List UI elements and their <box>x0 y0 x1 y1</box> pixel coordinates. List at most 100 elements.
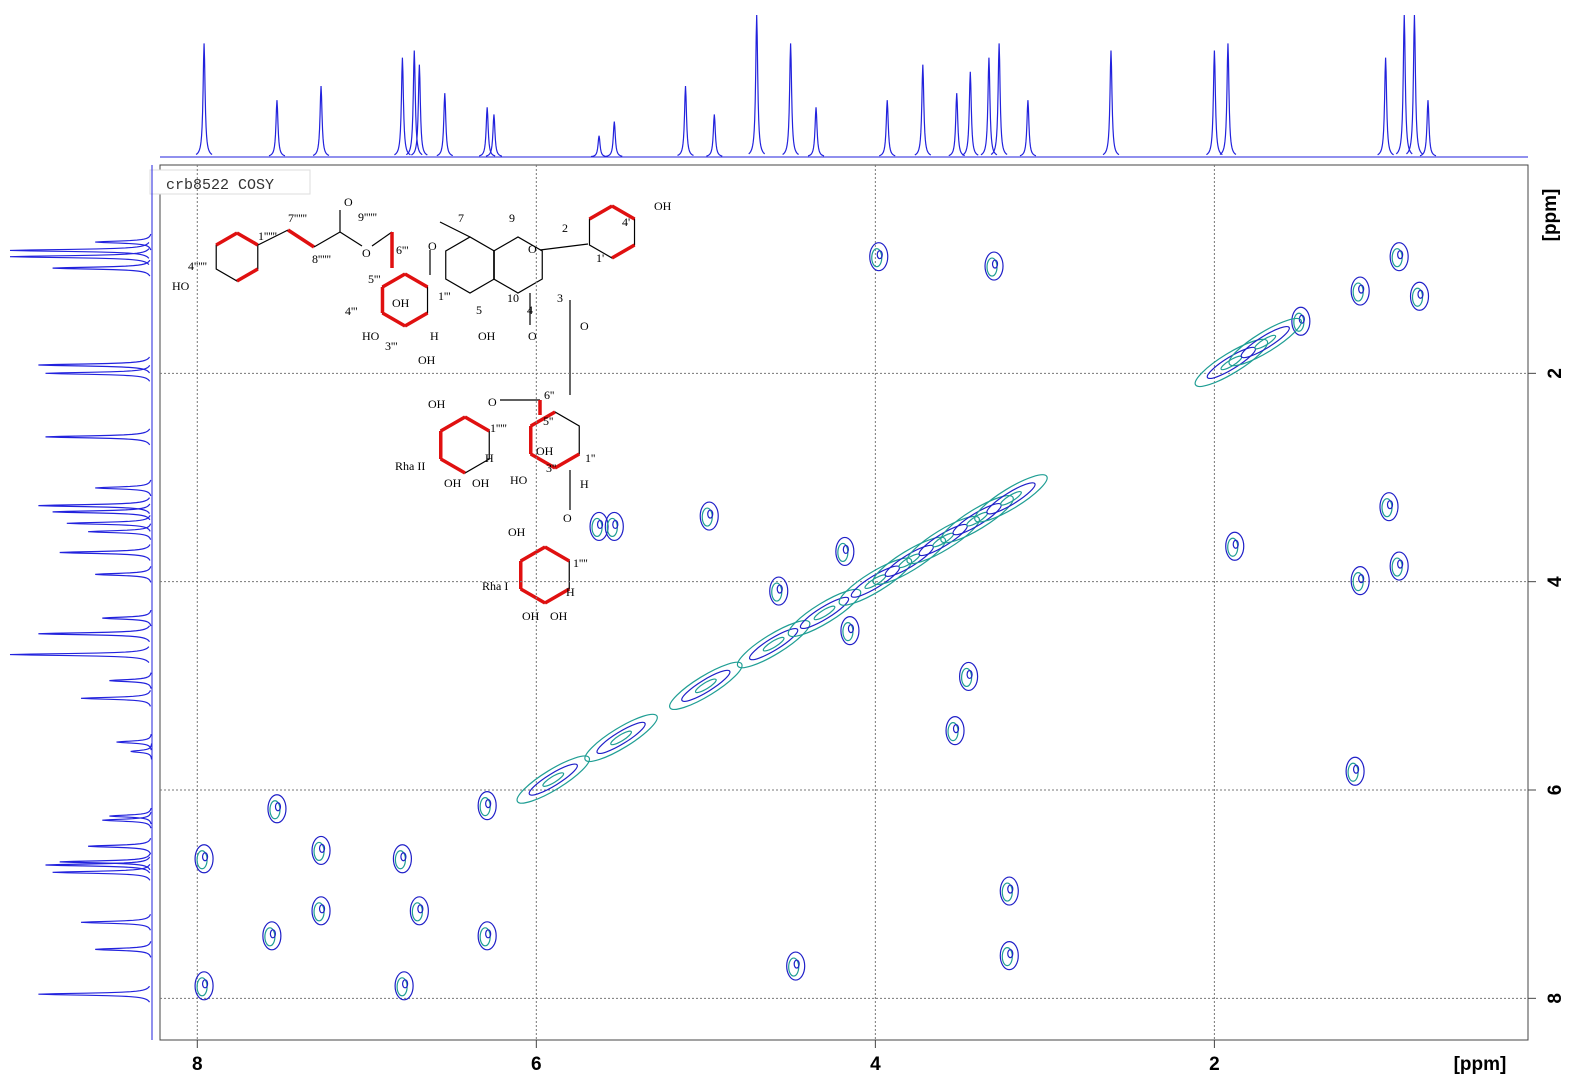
bond <box>257 229 289 246</box>
projection-peak <box>807 107 825 157</box>
cross-peak <box>769 576 789 606</box>
projection-peak <box>748 14 766 155</box>
contour <box>869 242 889 272</box>
contour <box>1352 764 1360 774</box>
projection-peak <box>478 107 496 157</box>
atom-label: O <box>528 329 537 343</box>
atom-label: 5'' <box>543 414 553 428</box>
contour <box>769 576 789 606</box>
contour <box>787 588 862 638</box>
projection-peak <box>980 57 998 156</box>
atom-label: 8'''''' <box>312 252 331 266</box>
contour <box>400 852 407 862</box>
ring-bond <box>529 410 556 428</box>
contour <box>542 772 565 787</box>
contour <box>872 536 947 585</box>
cross-peak <box>699 501 719 531</box>
contour <box>876 250 883 260</box>
cross-peak <box>958 661 979 692</box>
projection-peak <box>88 838 152 855</box>
atom-label: OH <box>428 397 446 411</box>
contour <box>793 959 800 969</box>
projection-peak <box>109 672 152 689</box>
atom-label: 5 <box>476 303 482 317</box>
ring-bond <box>381 272 406 289</box>
projection-peak <box>38 985 150 1003</box>
contour <box>1350 276 1370 306</box>
bond <box>313 231 341 248</box>
ring-bond <box>439 415 466 433</box>
ring-bond <box>544 587 571 605</box>
projection-peak <box>268 100 286 157</box>
contour <box>748 628 799 661</box>
ring-bond <box>519 587 546 605</box>
atom-label: 9 <box>509 211 515 225</box>
x-tick-label: 8 <box>192 1054 203 1075</box>
bond <box>439 221 471 238</box>
contour <box>1350 566 1370 596</box>
contour <box>958 661 979 692</box>
ring-bond <box>544 545 571 563</box>
cross-peak <box>477 921 497 951</box>
projection-peak <box>1395 14 1413 155</box>
contour <box>596 721 646 755</box>
projection-peak <box>606 121 623 157</box>
contour <box>394 971 414 1001</box>
projection-peak <box>1219 43 1237 155</box>
bond <box>339 231 363 247</box>
atom-label: HO <box>172 279 190 293</box>
projection-peak <box>59 544 151 561</box>
y-tick-label: 4 <box>1545 576 1566 587</box>
contour <box>604 511 624 542</box>
atom-label: 1' <box>596 251 604 265</box>
cross-peak <box>984 251 1004 281</box>
atom-label: HO <box>362 329 380 343</box>
projection-peak <box>80 690 151 707</box>
contour <box>528 763 578 796</box>
atom-label: OH <box>472 476 490 490</box>
projection-peak <box>95 233 152 251</box>
plot-area <box>160 165 1536 1048</box>
atom-label: 1''' <box>438 289 451 303</box>
atom-label: O <box>563 511 572 525</box>
ring-bond <box>404 311 429 328</box>
structure-labels: HO 4'''''' 7'''''' 8'''''' 1'''''' O 9''… <box>172 195 672 623</box>
atom-label: O <box>580 319 589 333</box>
ring-bond <box>554 452 581 470</box>
cross-peak <box>1350 566 1370 596</box>
ring-bond <box>529 452 556 470</box>
ring-bond <box>439 457 466 475</box>
projection-peak <box>130 743 153 760</box>
atom-label: 1''''' <box>490 421 507 435</box>
y-tick-label: 2 <box>1545 368 1566 379</box>
projection-peak <box>1419 100 1437 157</box>
projection-peak <box>45 856 151 874</box>
contour <box>945 716 965 746</box>
contour <box>1389 242 1409 272</box>
projection-peak <box>879 100 896 157</box>
atom-label: O <box>362 246 371 260</box>
projection-peak <box>45 365 151 382</box>
contour <box>999 876 1019 906</box>
contour <box>776 584 783 594</box>
atom-label: H <box>580 477 589 491</box>
y-axis-label: [ppm] <box>1540 189 1561 242</box>
atom-label: 10 <box>507 291 519 305</box>
projection-peak <box>411 64 428 156</box>
cross-peak <box>999 941 1019 971</box>
projection-peak <box>95 479 152 497</box>
projection-peak <box>948 93 965 157</box>
projection-peak <box>9 646 150 663</box>
atom-label: H <box>485 451 494 465</box>
contour <box>417 904 424 914</box>
chart-title: crb8522 COSY <box>166 177 274 194</box>
ring-bond <box>404 272 429 289</box>
projection-peak <box>1206 50 1223 156</box>
cross-peak <box>409 896 429 926</box>
contour <box>1386 500 1394 510</box>
contour <box>612 519 619 530</box>
contour <box>194 971 214 1001</box>
contour <box>485 799 492 809</box>
bond <box>287 228 315 249</box>
cross-peak <box>1350 276 1370 306</box>
